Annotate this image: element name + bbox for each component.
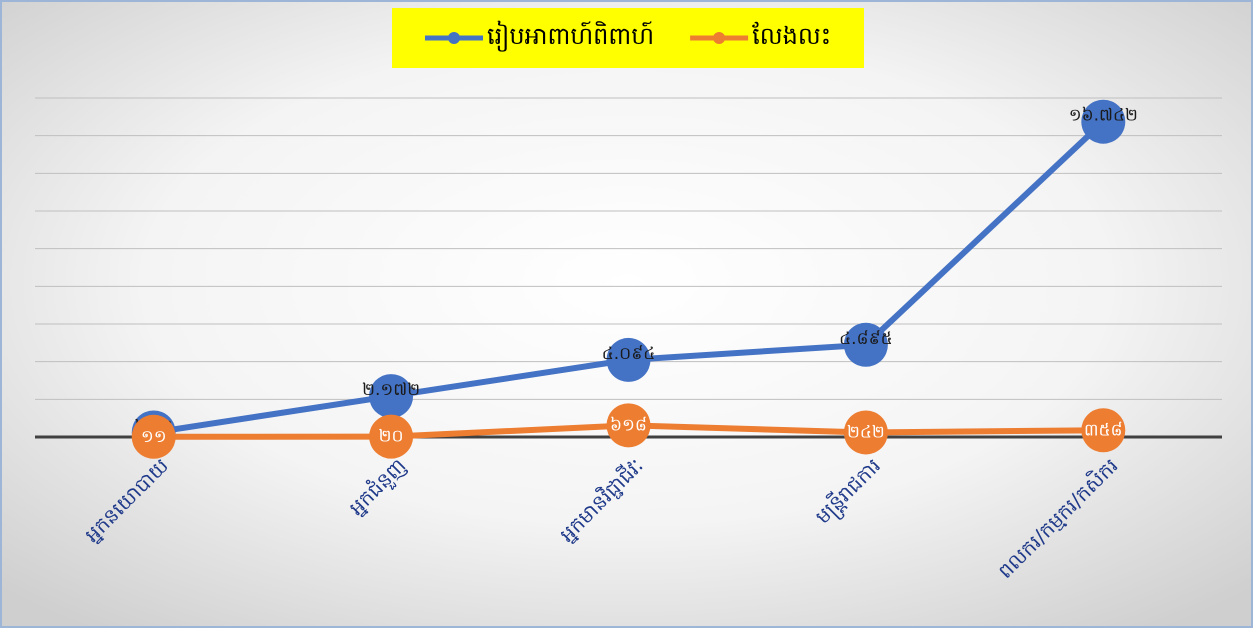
- data-label: ២៤២: [847, 422, 885, 442]
- data-marker: [843, 410, 888, 455]
- data-label: ៤.០៩៤: [602, 344, 656, 364]
- data-label: ៤.៨៩៥: [839, 329, 893, 349]
- legend-marker: [448, 32, 460, 44]
- data-marker: [606, 403, 651, 448]
- data-marker: [606, 337, 651, 382]
- data-label: ១៦.៧៤២: [1069, 106, 1138, 126]
- data-label: ៣៥៨: [1084, 420, 1123, 440]
- data-marker: [369, 374, 414, 419]
- data-marker: [843, 322, 888, 367]
- data-marker: [131, 414, 176, 459]
- legend-label: រៀបអាពាហ៍ពិពាហ៍: [487, 20, 654, 52]
- data-marker: [369, 414, 414, 459]
- data-label: ១១: [141, 427, 167, 447]
- data-label: ២០: [379, 427, 404, 447]
- legend-label: លែងលះ: [752, 21, 831, 50]
- data-marker: [1081, 408, 1126, 453]
- data-marker: [1081, 99, 1126, 144]
- legend-marker: [713, 32, 726, 44]
- data-label: ២.១៧២: [362, 380, 420, 400]
- data-label: ៦១៨: [610, 415, 647, 435]
